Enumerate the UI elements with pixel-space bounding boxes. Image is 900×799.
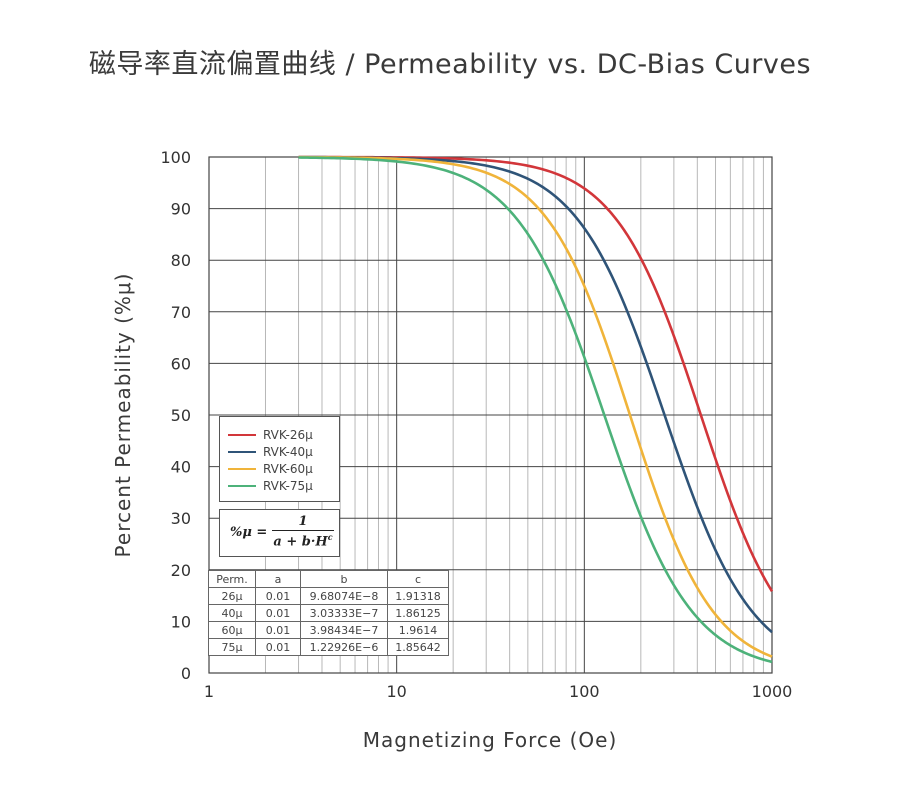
chart-title: 磁导率直流偏置曲线 / Permeability vs. DC-Bias Cur… xyxy=(88,49,812,80)
y-axis-label: Percent Permeability (%μ) xyxy=(111,272,135,558)
table-cell: 60μ xyxy=(208,621,256,639)
table-cell: 0.01 xyxy=(255,638,301,656)
table-row: 26μ 0.01 9.68074E−8 1.91318 xyxy=(208,587,449,605)
y-tick-label: 60 xyxy=(171,354,191,373)
legend-swatch xyxy=(228,450,256,453)
parameters-table: Perm. a b c 26μ 0.01 9.68074E−8 1.91318 … xyxy=(208,570,449,656)
table-cell: 0.01 xyxy=(255,621,301,639)
series-line xyxy=(298,156,773,664)
formula-denominator: a + b·Hc xyxy=(272,531,334,549)
series-line xyxy=(298,155,773,634)
table-cell: 1.9614 xyxy=(387,621,449,639)
y-tick-label: 70 xyxy=(171,303,191,322)
table-row: 60μ 0.01 3.98434E−7 1.9614 xyxy=(208,621,449,639)
y-tick-label: 40 xyxy=(171,458,191,477)
y-tick-label: 20 xyxy=(171,561,191,580)
table-cell: 9.68074E−8 xyxy=(300,587,388,605)
formula-fraction: 1 a + b·Hc xyxy=(272,514,334,549)
legend-swatch xyxy=(228,433,256,436)
table-cell: 40μ xyxy=(208,604,256,622)
legend-swatch xyxy=(228,467,256,470)
y-tick-label: 0 xyxy=(181,664,191,683)
table-header-cell: b xyxy=(300,570,388,588)
x-tick-label: 100 xyxy=(569,682,600,701)
y-tick-label: 100 xyxy=(160,148,191,167)
y-tick-label: 50 xyxy=(171,406,191,425)
table-cell: 1.22926E−6 xyxy=(300,638,388,656)
y-tick-label: 90 xyxy=(171,200,191,219)
formula-numerator: 1 xyxy=(272,514,334,531)
y-tick-label: 30 xyxy=(171,509,191,528)
legend-label: RVK-60μ xyxy=(263,461,313,476)
legend-label: RVK-26μ xyxy=(263,427,313,442)
x-tick-label: 1000 xyxy=(752,682,793,701)
table-cell: 1.91318 xyxy=(387,587,449,605)
table-cell: 0.01 xyxy=(255,604,301,622)
x-axis-label: Magnetizing Force (Oe) xyxy=(362,728,618,752)
x-tick-label: 1 xyxy=(204,682,214,701)
plot-frame xyxy=(208,156,773,674)
table-cell: 0.01 xyxy=(255,587,301,605)
legend-item: RVK-40μ xyxy=(228,443,313,460)
table-header-cell: Perm. xyxy=(208,570,256,588)
legend-item: RVK-26μ xyxy=(228,426,313,443)
table-cell: 1.85642 xyxy=(387,638,449,656)
table-cell: 3.03333E−7 xyxy=(300,604,388,622)
table-cell: 26μ xyxy=(208,587,256,605)
legend-item: RVK-75μ xyxy=(228,477,313,494)
x-tick-label: 10 xyxy=(386,682,406,701)
series-line xyxy=(298,155,774,592)
legend-item: RVK-60μ xyxy=(228,460,313,477)
legend-swatch xyxy=(228,484,256,487)
formula-lhs: %μ = xyxy=(230,525,268,540)
series-line xyxy=(298,155,773,658)
y-tick-label: 10 xyxy=(171,612,191,631)
y-tick-label: 80 xyxy=(171,251,191,270)
table-header-cell: c xyxy=(387,570,449,588)
table-row: 75μ 0.01 1.22926E−6 1.85642 xyxy=(208,638,449,656)
legend-label: RVK-40μ xyxy=(263,444,313,459)
table-cell: 3.98434E−7 xyxy=(300,621,388,639)
table-cell: 75μ xyxy=(208,638,256,656)
table-header-cell: a xyxy=(255,570,301,588)
table-header-row: Perm. a b c xyxy=(208,570,449,588)
formula-exponent: c xyxy=(327,532,333,542)
legend: RVK-26μ RVK-40μ RVK-60μ RVK-75μ xyxy=(219,416,340,502)
formula-box: %μ = 1 a + b·Hc xyxy=(219,509,340,557)
formula-denominator-text: a + b·H xyxy=(273,534,328,550)
table-cell: 1.86125 xyxy=(387,604,449,622)
table-row: 40μ 0.01 3.03333E−7 1.86125 xyxy=(208,604,449,622)
series-lines xyxy=(298,155,774,664)
legend-label: RVK-75μ xyxy=(263,478,313,493)
